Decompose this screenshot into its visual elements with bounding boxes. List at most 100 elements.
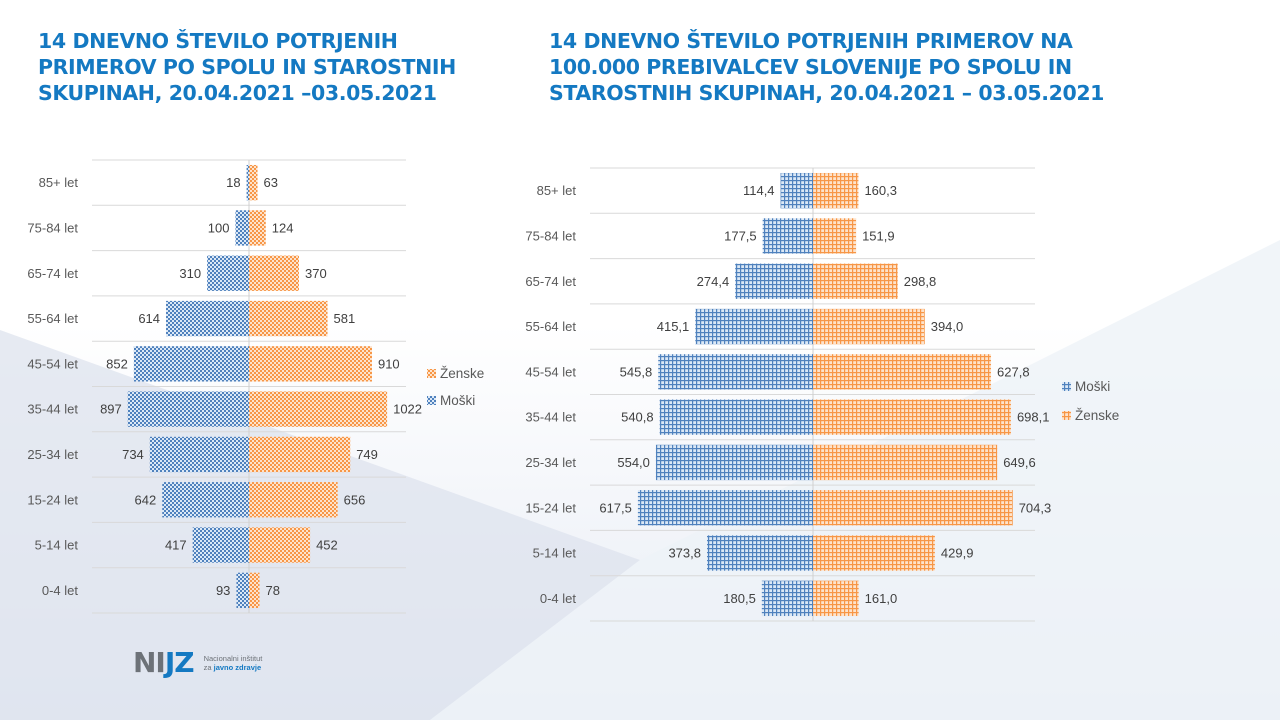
value-label: 310 bbox=[179, 266, 201, 281]
chart-absolute-cases: 85+ let 63 18 75-84 let 124 100 65-74 let 370 31… bbox=[27, 159, 484, 614]
nijz-logo-mark: NIJZ bbox=[133, 646, 195, 679]
value-label: 274,4 bbox=[697, 274, 730, 289]
bar-moski bbox=[659, 399, 813, 435]
bar-zenske bbox=[813, 172, 859, 209]
value-label: 910 bbox=[378, 356, 400, 371]
value-label: 452 bbox=[316, 538, 338, 553]
bar-zenske bbox=[813, 263, 898, 299]
bar-moski bbox=[246, 164, 249, 201]
category-label: 55-64 let bbox=[525, 319, 576, 334]
bar-zenske bbox=[249, 391, 388, 427]
value-label: 627,8 bbox=[997, 364, 1030, 379]
logo-tagline-bold: javno zdravje bbox=[213, 663, 262, 672]
category-label: 85+ let bbox=[39, 175, 79, 190]
category-label: 25-34 let bbox=[525, 455, 576, 470]
value-label: 370 bbox=[305, 266, 327, 281]
bar-zenske bbox=[249, 164, 258, 201]
category-label: 35-44 let bbox=[27, 402, 78, 417]
bar-moski bbox=[655, 444, 813, 481]
category-label: 0-4 let bbox=[540, 591, 577, 606]
logo-mark-jz: JZ bbox=[164, 646, 195, 679]
value-label: 177,5 bbox=[724, 228, 757, 243]
bar-moski bbox=[207, 255, 249, 291]
chart-cases-per-100k: 85+ let 114,4 160,3 75-84 let 177,5 151,9 65-7… bbox=[525, 167, 1119, 622]
bar-zenske bbox=[249, 482, 338, 518]
value-label: 63 bbox=[264, 175, 278, 190]
value-label: 114,4 bbox=[743, 183, 775, 198]
value-label: 698,1 bbox=[1017, 410, 1050, 425]
logo-mark-ni: NI bbox=[133, 646, 166, 679]
value-label: 734 bbox=[122, 447, 144, 462]
bar-moski bbox=[236, 572, 249, 609]
legend-swatch-zenske bbox=[1062, 411, 1071, 420]
bar-moski bbox=[149, 436, 249, 473]
value-label: 124 bbox=[272, 220, 294, 235]
category-label: 75-84 let bbox=[525, 228, 576, 243]
value-label: 298,8 bbox=[904, 274, 937, 289]
bar-zenske bbox=[813, 399, 1011, 435]
bar-moski bbox=[780, 172, 813, 209]
value-label: 373,8 bbox=[668, 546, 701, 561]
value-label: 649,6 bbox=[1003, 455, 1036, 470]
value-label: 161,0 bbox=[865, 591, 898, 606]
bar-zenske bbox=[813, 535, 935, 571]
bar-moski bbox=[127, 391, 249, 427]
bar-moski bbox=[762, 218, 813, 254]
value-label: 417 bbox=[165, 538, 187, 553]
category-label: 35-44 let bbox=[525, 410, 576, 425]
bar-zenske bbox=[813, 218, 857, 254]
bar-zenske bbox=[813, 354, 992, 390]
bar-moski bbox=[735, 263, 813, 299]
value-label: 545,8 bbox=[620, 364, 653, 379]
bar-moski bbox=[695, 308, 813, 345]
bar-moski bbox=[166, 300, 249, 337]
logo-tagline-line1: Nacionalni inštitut bbox=[203, 654, 263, 663]
legend-label: Ženske bbox=[440, 366, 484, 381]
bar-moski bbox=[761, 580, 813, 617]
value-label: 1022 bbox=[393, 402, 422, 417]
bar-zenske bbox=[813, 444, 998, 481]
legend-label: Moški bbox=[440, 393, 475, 408]
value-label: 642 bbox=[135, 492, 157, 507]
legend-label: Ženske bbox=[1075, 408, 1119, 423]
chart-title-per-100k: 14 DNEVNO ŠTEVILO POTRJENIH PRIMEROV NA … bbox=[549, 29, 1105, 105]
bar-moski bbox=[162, 482, 249, 518]
category-label: 0-4 let bbox=[42, 583, 79, 598]
bar-zenske bbox=[249, 346, 372, 382]
category-label: 5-14 let bbox=[533, 546, 577, 561]
value-label: 415,1 bbox=[657, 319, 690, 334]
value-label: 160,3 bbox=[864, 183, 897, 198]
nijz-logo: NIJZ Nacionalni inštitut za javno zdravj… bbox=[133, 648, 262, 678]
legend-swatch-moski bbox=[1062, 382, 1071, 391]
bar-moski bbox=[133, 346, 249, 382]
legend-swatch-moski bbox=[427, 396, 436, 405]
value-label: 897 bbox=[100, 402, 122, 417]
bar-zenske bbox=[249, 255, 299, 291]
bar-zenske bbox=[813, 490, 1013, 526]
chart-title-absolute: 14 DNEVNO ŠTEVILO POTRJENIH PRIMEROV PO … bbox=[38, 29, 456, 105]
value-label: 100 bbox=[208, 220, 230, 235]
value-label: 151,9 bbox=[862, 228, 895, 243]
value-label: 394,0 bbox=[931, 319, 964, 334]
bar-zenske bbox=[249, 436, 351, 473]
value-label: 852 bbox=[106, 356, 128, 371]
value-label: 180,5 bbox=[723, 591, 756, 606]
category-label: 65-74 let bbox=[525, 274, 576, 289]
bar-zenske bbox=[249, 527, 311, 563]
bar-moski bbox=[658, 354, 813, 390]
bar-zenske bbox=[249, 210, 266, 246]
value-label: 18 bbox=[226, 175, 240, 190]
bar-zenske bbox=[813, 308, 925, 345]
bar-moski bbox=[235, 210, 249, 246]
value-label: 656 bbox=[344, 492, 366, 507]
bar-zenske bbox=[249, 300, 328, 337]
bar-moski bbox=[707, 535, 813, 571]
category-label: 15-24 let bbox=[27, 492, 78, 507]
category-label: 45-54 let bbox=[525, 364, 576, 379]
value-label: 617,5 bbox=[599, 500, 632, 515]
category-label: 5-14 let bbox=[35, 538, 79, 553]
bar-moski bbox=[192, 527, 249, 563]
category-label: 45-54 let bbox=[27, 356, 78, 371]
background-wedge bbox=[0, 330, 640, 720]
value-label: 429,9 bbox=[941, 546, 974, 561]
